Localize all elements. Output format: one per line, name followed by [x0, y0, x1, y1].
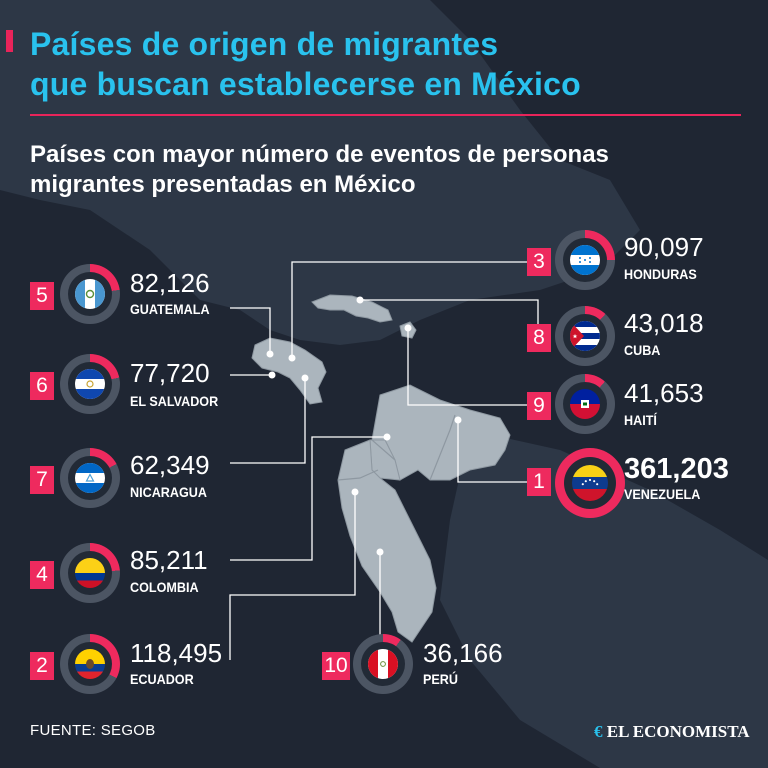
rank-badge: 9	[527, 392, 551, 420]
title-line-1: Países de origen de migrantes	[30, 26, 499, 62]
nicaragua-flag-icon	[75, 463, 105, 493]
value-ring	[555, 374, 615, 434]
chart-subtitle: Países con mayor número de eventos de pe…	[30, 140, 609, 200]
title-line-2: que buscan establecerse en México	[30, 66, 581, 102]
value-label: 36,166	[423, 638, 503, 668]
brand-icon: €	[594, 722, 603, 741]
rank-badge: 6	[30, 372, 54, 400]
rank-badge: 3	[527, 248, 551, 276]
leader-dots	[266, 296, 462, 556]
country-label: VENEZUELA	[624, 486, 701, 502]
venezuela-flag-icon	[572, 465, 608, 501]
colombia-flag-icon	[75, 558, 105, 588]
value-label: 118,495	[130, 638, 223, 668]
value-label: 90,097	[624, 232, 704, 262]
value-label: 43,018	[624, 308, 704, 338]
rank-badge: 5	[30, 282, 54, 310]
value-ring	[353, 634, 413, 694]
value-ring	[60, 634, 120, 694]
value-ring	[60, 543, 120, 603]
guatemala-flag-icon	[75, 279, 105, 309]
rank-badge: 7	[30, 466, 54, 494]
value-label: 62,349	[130, 450, 210, 480]
value-label: 85,211	[130, 545, 208, 575]
rank-badge: 2	[30, 652, 54, 680]
country-label: ECUADOR	[130, 671, 194, 687]
country-label: HAITÍ	[624, 412, 657, 428]
value-label: 77,720	[130, 358, 210, 388]
country-label: CUBA	[624, 342, 661, 358]
ecuador-flag-icon	[75, 649, 105, 679]
country-label: HONDURAS	[624, 266, 697, 282]
page-title: Países de origen de migrantes que buscan…	[30, 24, 581, 104]
map-borders	[337, 414, 456, 481]
source-note: FUENTE: SEGOB	[30, 722, 156, 739]
rank-badge: 4	[30, 561, 54, 589]
value-ring	[555, 306, 615, 366]
rank-badge: 10	[322, 652, 350, 680]
title-accent-bar	[6, 30, 13, 52]
value-label: 361,203	[624, 453, 729, 485]
value-label: 41,653	[624, 378, 704, 408]
rank-badge: 1	[527, 468, 551, 496]
cuba-flag-icon	[570, 321, 600, 351]
subtitle-line-1: Países con mayor número de eventos de pe…	[30, 141, 609, 168]
country-label: PERÚ	[423, 671, 459, 687]
country-label: COLOMBIA	[130, 579, 199, 595]
value-ring	[555, 448, 625, 518]
brand-name: EL ECONOMISTA	[606, 722, 750, 741]
title-divider	[30, 114, 741, 116]
rank-badge: 8	[527, 324, 551, 352]
value-label: 82,126	[130, 268, 210, 298]
haiti-flag-icon	[570, 389, 600, 419]
brand-logo: € EL ECONOMISTA	[594, 722, 750, 742]
value-ring	[60, 354, 120, 414]
value-ring	[60, 448, 120, 508]
peru-flag-icon	[368, 649, 398, 679]
country-label: GUATEMALA	[130, 301, 210, 317]
country-label: EL SALVADOR	[130, 393, 219, 409]
el-salvador-flag-icon	[75, 369, 105, 399]
value-ring	[555, 230, 615, 290]
value-ring	[60, 264, 120, 324]
honduras-flag-icon	[570, 245, 600, 275]
subtitle-line-2: migrantes presentadas en México	[30, 171, 416, 198]
country-label: NICARAGUA	[130, 484, 208, 500]
